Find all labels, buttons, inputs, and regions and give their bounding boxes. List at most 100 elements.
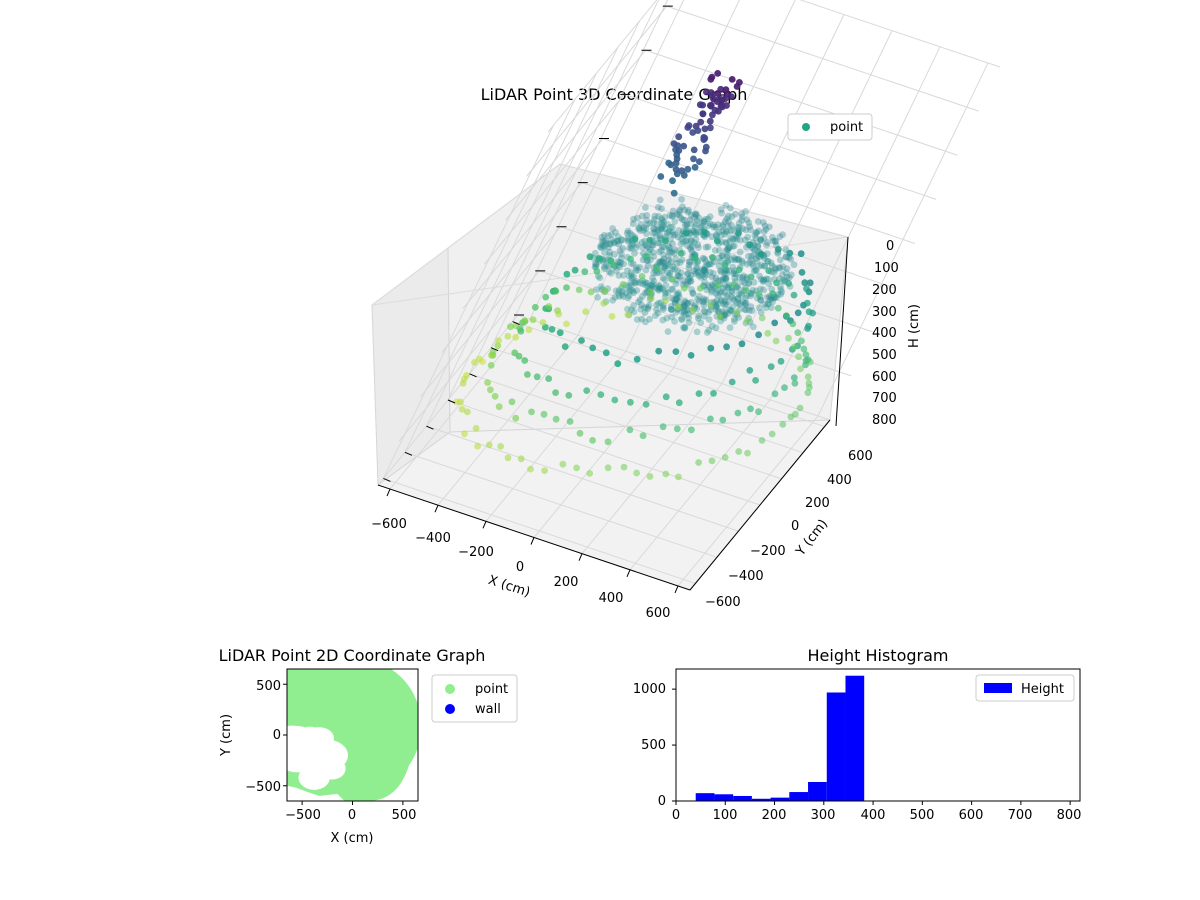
point3d	[802, 351, 810, 358]
histogram-bar	[808, 781, 827, 801]
point3d	[649, 248, 657, 256]
point3d	[608, 236, 616, 244]
plot2d-point-cloud	[287, 669, 418, 801]
point3d	[627, 282, 635, 289]
point3d	[684, 242, 691, 250]
point3d	[724, 212, 732, 220]
plot3d-zlabel: H (cm)	[907, 304, 922, 348]
point3d	[758, 314, 766, 322]
point3d	[680, 301, 688, 309]
point3d	[685, 206, 692, 214]
point3d	[675, 211, 683, 219]
point3d	[675, 289, 682, 297]
point3d	[639, 292, 646, 300]
point3d	[715, 307, 722, 315]
point3d	[649, 229, 657, 237]
point3d	[722, 282, 729, 289]
point3d	[731, 235, 739, 243]
point3d	[727, 93, 735, 100]
point3d	[718, 232, 725, 239]
point3d	[666, 270, 674, 277]
point3d	[659, 274, 667, 282]
point3d	[488, 351, 495, 359]
point3d	[643, 230, 650, 238]
point3d	[642, 225, 650, 233]
point3d	[624, 294, 632, 301]
point3d	[681, 297, 689, 305]
point3d	[751, 246, 759, 254]
point3d	[669, 240, 676, 248]
point3d	[626, 272, 633, 280]
point3d	[769, 233, 776, 241]
point3d	[686, 258, 694, 266]
point3d	[708, 288, 715, 296]
point3d	[741, 300, 749, 307]
point3d	[707, 301, 714, 309]
point3d	[787, 271, 795, 279]
point3d	[707, 260, 715, 268]
point3d	[601, 265, 608, 272]
point3d	[644, 262, 652, 269]
point3d	[695, 390, 703, 397]
point3d	[601, 263, 608, 271]
plot3d-points	[453, 70, 816, 481]
point3d	[644, 283, 652, 291]
point3d	[632, 266, 640, 274]
point3d	[790, 374, 798, 381]
point3d	[677, 250, 685, 257]
point3d	[725, 244, 733, 252]
point3d	[745, 252, 752, 260]
point3d	[746, 223, 753, 231]
y3d-tick-5: −400	[728, 569, 764, 584]
point3d	[721, 267, 728, 275]
histogram-legend-swatch	[984, 683, 1012, 693]
point3d	[721, 288, 728, 296]
point3d	[618, 254, 625, 262]
point3d	[709, 281, 716, 288]
point3d	[756, 272, 763, 280]
point3d	[609, 296, 617, 304]
point3d	[723, 239, 730, 247]
point3d	[754, 242, 762, 250]
point3d	[668, 306, 675, 313]
point3d	[730, 254, 738, 261]
point3d	[656, 232, 664, 239]
point3d	[723, 293, 731, 301]
point3d	[766, 296, 774, 304]
x3d-tickmark-0	[386, 488, 391, 497]
x3d-tickmark-6	[674, 585, 679, 594]
plot3d-legend: point	[787, 113, 873, 141]
point3d	[764, 239, 771, 246]
point3d	[685, 314, 692, 322]
y3d-tickmark-1	[490, 347, 499, 352]
point3d	[634, 266, 642, 274]
point3d	[692, 235, 700, 243]
point3d	[661, 225, 669, 233]
point3d	[673, 259, 681, 267]
point3d	[712, 290, 720, 297]
histogram-legend: Height	[975, 674, 1075, 702]
point3d	[656, 285, 664, 292]
point3d	[757, 237, 765, 244]
point3d	[656, 284, 664, 292]
point3d	[541, 467, 548, 474]
point3d	[651, 212, 659, 220]
point3d	[610, 261, 617, 269]
point3d	[735, 314, 743, 321]
point3d	[663, 314, 671, 322]
point3d	[765, 267, 773, 275]
hist-x-tick-7: 700	[1008, 808, 1033, 823]
point3d	[777, 290, 785, 298]
point3d	[692, 230, 700, 238]
point3d	[657, 247, 665, 254]
point3d	[709, 221, 717, 229]
point3d	[552, 389, 559, 396]
point3d	[487, 361, 495, 369]
point3d	[665, 227, 673, 235]
point3d	[528, 408, 535, 416]
point3d	[600, 232, 608, 239]
point3d	[735, 224, 743, 231]
point3d	[737, 291, 745, 299]
point3d	[765, 300, 772, 308]
point3d	[749, 323, 757, 331]
